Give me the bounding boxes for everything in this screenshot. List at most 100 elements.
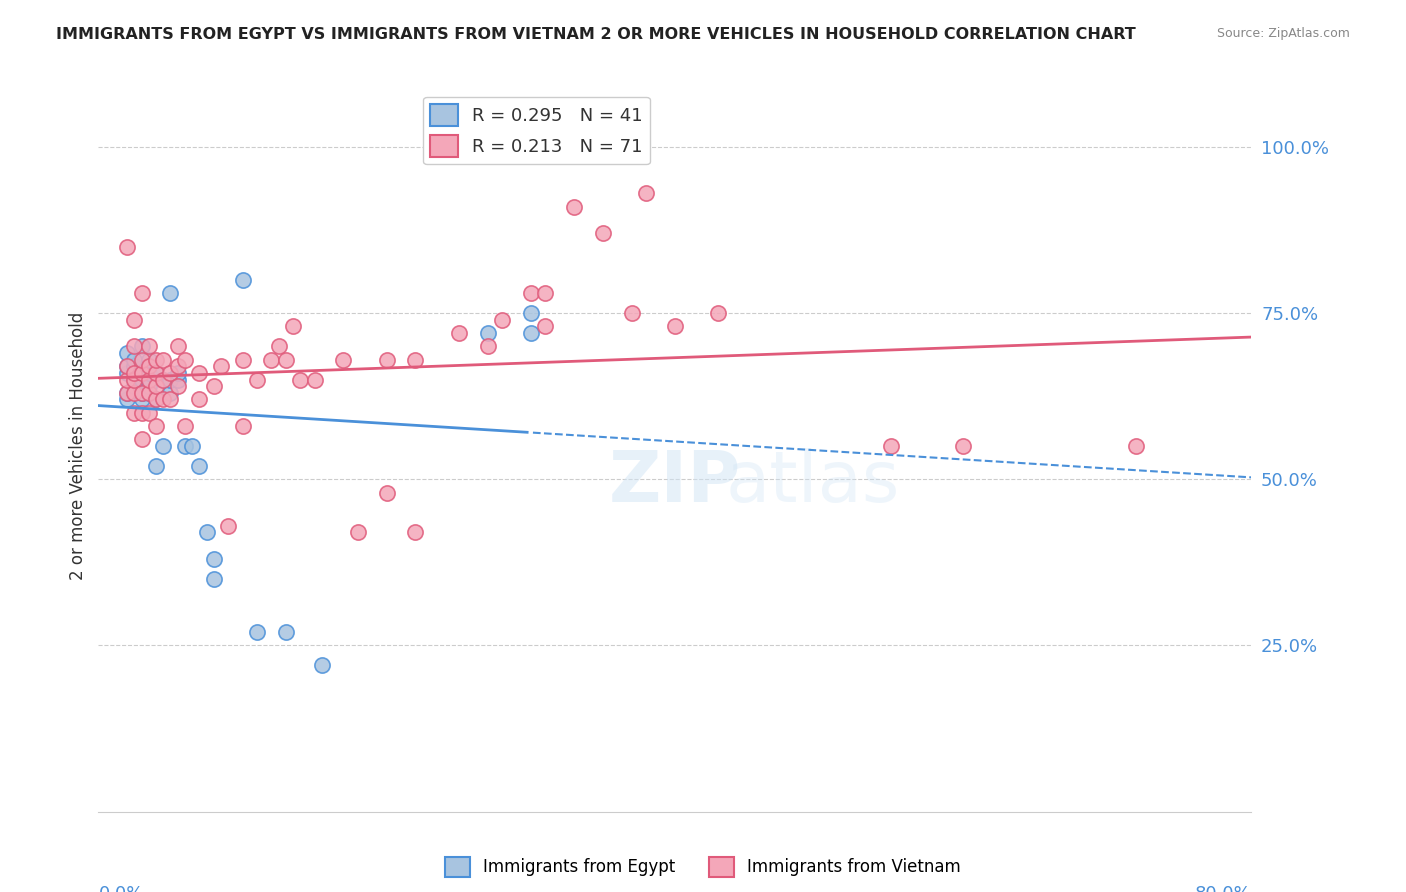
Text: Source: ZipAtlas.com: Source: ZipAtlas.com bbox=[1216, 27, 1350, 40]
Y-axis label: 2 or more Vehicles in Household: 2 or more Vehicles in Household bbox=[69, 312, 87, 580]
Immigrants from Vietnam bbox=[124, 406, 146, 420]
Immigrants from Egypt bbox=[159, 372, 181, 386]
Immigrants from Vietnam bbox=[159, 366, 181, 380]
Immigrants from Egypt bbox=[145, 392, 167, 407]
Immigrants from Vietnam bbox=[267, 339, 290, 353]
Immigrants from Egypt bbox=[145, 366, 167, 380]
Immigrants from Vietnam bbox=[124, 339, 146, 353]
Immigrants from Egypt bbox=[138, 385, 160, 400]
Immigrants from Vietnam bbox=[188, 366, 211, 380]
Immigrants from Vietnam bbox=[145, 366, 167, 380]
Immigrants from Egypt bbox=[124, 359, 146, 374]
Immigrants from Vietnam bbox=[290, 372, 312, 386]
Immigrants from Vietnam bbox=[375, 352, 398, 367]
Immigrants from Vietnam bbox=[952, 439, 974, 453]
Immigrants from Vietnam bbox=[346, 525, 368, 540]
Immigrants from Vietnam bbox=[117, 359, 139, 374]
Immigrants from Egypt bbox=[138, 352, 160, 367]
Immigrants from Vietnam bbox=[447, 326, 470, 340]
Immigrants from Egypt bbox=[166, 372, 188, 386]
Immigrants from Vietnam bbox=[520, 286, 543, 301]
Immigrants from Vietnam bbox=[159, 392, 181, 407]
Immigrants from Egypt bbox=[520, 326, 543, 340]
Immigrants from Egypt bbox=[188, 458, 211, 473]
Immigrants from Vietnam bbox=[405, 352, 427, 367]
Immigrants from Vietnam bbox=[304, 372, 326, 386]
Immigrants from Vietnam bbox=[131, 406, 153, 420]
Immigrants from Vietnam bbox=[534, 319, 557, 334]
Immigrants from Vietnam bbox=[124, 372, 146, 386]
Immigrants from Vietnam bbox=[166, 379, 188, 393]
Immigrants from Vietnam bbox=[138, 406, 160, 420]
Immigrants from Egypt bbox=[274, 625, 297, 640]
Immigrants from Egypt bbox=[195, 525, 218, 540]
Immigrants from Vietnam bbox=[217, 518, 239, 533]
Immigrants from Vietnam bbox=[1125, 439, 1147, 453]
Immigrants from Vietnam bbox=[131, 366, 153, 380]
Text: 80.0%: 80.0% bbox=[1195, 885, 1251, 892]
Legend: Immigrants from Egypt, Immigrants from Vietnam: Immigrants from Egypt, Immigrants from V… bbox=[439, 850, 967, 884]
Immigrants from Vietnam bbox=[117, 372, 139, 386]
Immigrants from Vietnam bbox=[534, 286, 557, 301]
Immigrants from Vietnam bbox=[274, 352, 297, 367]
Immigrants from Vietnam bbox=[592, 226, 614, 240]
Immigrants from Vietnam bbox=[145, 352, 167, 367]
Immigrants from Egypt bbox=[124, 352, 146, 367]
Immigrants from Vietnam bbox=[152, 392, 174, 407]
Immigrants from Vietnam bbox=[231, 352, 254, 367]
Immigrants from Egypt bbox=[117, 385, 139, 400]
Immigrants from Egypt bbox=[174, 439, 197, 453]
Immigrants from Vietnam bbox=[124, 385, 146, 400]
Immigrants from Vietnam bbox=[620, 306, 643, 320]
Immigrants from Egypt bbox=[131, 392, 153, 407]
Immigrants from Vietnam bbox=[152, 372, 174, 386]
Immigrants from Egypt bbox=[117, 346, 139, 360]
Immigrants from Vietnam bbox=[664, 319, 686, 334]
Immigrants from Vietnam bbox=[880, 439, 903, 453]
Immigrants from Egypt bbox=[231, 273, 254, 287]
Immigrants from Egypt bbox=[138, 379, 160, 393]
Immigrants from Vietnam bbox=[636, 186, 658, 201]
Immigrants from Vietnam bbox=[188, 392, 211, 407]
Immigrants from Vietnam bbox=[138, 339, 160, 353]
Immigrants from Vietnam bbox=[117, 385, 139, 400]
Immigrants from Egypt bbox=[138, 366, 160, 380]
Immigrants from Egypt bbox=[159, 385, 181, 400]
Immigrants from Egypt bbox=[311, 658, 333, 673]
Immigrants from Egypt bbox=[202, 572, 225, 586]
Immigrants from Vietnam bbox=[209, 359, 232, 374]
Immigrants from Egypt bbox=[159, 286, 181, 301]
Immigrants from Egypt bbox=[131, 339, 153, 353]
Immigrants from Vietnam bbox=[166, 339, 188, 353]
Immigrants from Egypt bbox=[152, 439, 174, 453]
Immigrants from Egypt bbox=[117, 392, 139, 407]
Immigrants from Egypt bbox=[520, 306, 543, 320]
Text: IMMIGRANTS FROM EGYPT VS IMMIGRANTS FROM VIETNAM 2 OR MORE VEHICLES IN HOUSEHOLD: IMMIGRANTS FROM EGYPT VS IMMIGRANTS FROM… bbox=[56, 27, 1136, 42]
Immigrants from Vietnam bbox=[260, 352, 283, 367]
Immigrants from Vietnam bbox=[145, 379, 167, 393]
Immigrants from Vietnam bbox=[138, 372, 160, 386]
Immigrants from Egypt bbox=[124, 372, 146, 386]
Immigrants from Egypt bbox=[124, 379, 146, 393]
Immigrants from Vietnam bbox=[405, 525, 427, 540]
Immigrants from Vietnam bbox=[138, 385, 160, 400]
Immigrants from Vietnam bbox=[332, 352, 354, 367]
Immigrants from Vietnam bbox=[124, 366, 146, 380]
Immigrants from Vietnam bbox=[145, 392, 167, 407]
Immigrants from Egypt bbox=[117, 366, 139, 380]
Text: atlas: atlas bbox=[725, 448, 900, 517]
Immigrants from Egypt bbox=[152, 372, 174, 386]
Text: 0.0%: 0.0% bbox=[98, 885, 143, 892]
Immigrants from Vietnam bbox=[231, 419, 254, 434]
Immigrants from Egypt bbox=[131, 385, 153, 400]
Immigrants from Egypt bbox=[145, 458, 167, 473]
Immigrants from Vietnam bbox=[131, 385, 153, 400]
Immigrants from Egypt bbox=[181, 439, 204, 453]
Text: ZIP: ZIP bbox=[609, 448, 741, 517]
Immigrants from Vietnam bbox=[281, 319, 304, 334]
Immigrants from Vietnam bbox=[707, 306, 730, 320]
Immigrants from Vietnam bbox=[202, 379, 225, 393]
Immigrants from Vietnam bbox=[375, 485, 398, 500]
Immigrants from Vietnam bbox=[562, 200, 585, 214]
Immigrants from Egypt bbox=[202, 552, 225, 566]
